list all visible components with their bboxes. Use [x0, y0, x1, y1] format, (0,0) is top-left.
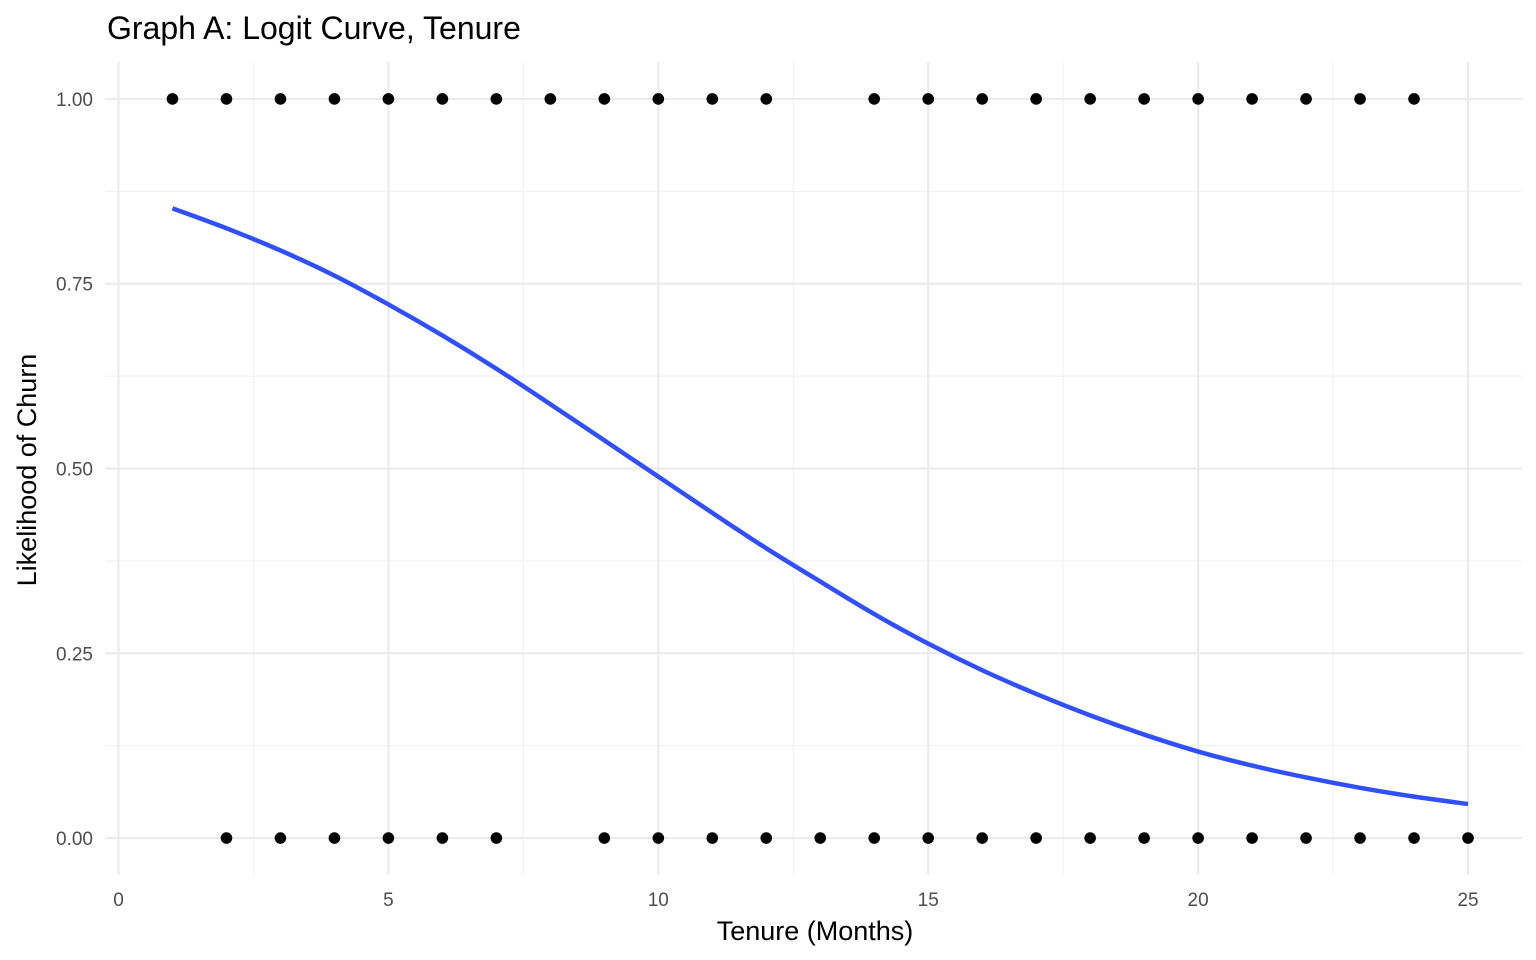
data-point: [1300, 832, 1312, 844]
data-point: [1408, 93, 1420, 105]
logit-curve-layer: [171, 206, 1469, 807]
data-point: [976, 93, 988, 105]
data-point: [220, 832, 233, 844]
data-point: [1138, 832, 1150, 844]
data-point: [760, 93, 773, 105]
data-point: [544, 93, 557, 105]
data-point: [166, 93, 179, 105]
data-point: [328, 93, 341, 105]
y-axis-ticks: 0.00 0.25 0.50 0.75 1.00: [56, 90, 93, 850]
data-point: [1084, 832, 1096, 844]
data-point: [1084, 93, 1096, 105]
data-point: [1192, 93, 1204, 105]
data-point: [1354, 832, 1366, 844]
data-point: [1192, 832, 1204, 844]
x-tick-label: 5: [383, 890, 394, 911]
y-axis-title: Likelihood of Churn: [12, 354, 42, 587]
data-point: [382, 832, 395, 844]
data-point: [436, 832, 449, 844]
data-point: [1030, 93, 1042, 105]
data-point: [274, 832, 287, 844]
data-point: [652, 832, 665, 844]
data-point: [976, 832, 988, 844]
data-point: [490, 93, 503, 105]
data-point: [1246, 93, 1258, 105]
data-point: [274, 93, 287, 105]
x-tick-label: 15: [918, 890, 939, 911]
data-point: [814, 832, 827, 844]
x-tick-label: 0: [113, 890, 124, 911]
data-point: [490, 832, 503, 844]
data-point: [220, 93, 233, 105]
data-point: [706, 93, 719, 105]
y-tick-label: 0.25: [56, 644, 93, 665]
data-point: [1246, 832, 1258, 844]
data-point: [760, 832, 773, 844]
data-point: [382, 93, 395, 105]
y-tick-label: 0.75: [56, 275, 93, 296]
data-point: [1138, 93, 1150, 105]
data-point: [1300, 93, 1312, 105]
data-point: [328, 832, 341, 844]
data-point: [1354, 93, 1366, 105]
data-point: [598, 93, 611, 105]
x-tick-label: 10: [648, 890, 669, 911]
data-points: [166, 93, 1474, 844]
data-point: [652, 93, 665, 105]
data-point: [922, 93, 935, 105]
data-point: [868, 832, 881, 844]
y-tick-label: 0.00: [56, 829, 93, 850]
y-tick-label: 0.50: [56, 460, 93, 481]
x-tick-label: 25: [1457, 890, 1478, 911]
data-point: [706, 832, 719, 844]
y-tick-label: 1.00: [56, 90, 93, 111]
data-point: [1408, 832, 1420, 844]
x-axis-title: Tenure (Months): [717, 916, 914, 946]
data-point: [598, 832, 611, 844]
data-point: [868, 93, 881, 105]
grid-lines: [105, 62, 1522, 875]
data-point: [922, 832, 935, 844]
data-point: [1030, 832, 1042, 844]
x-tick-label: 20: [1188, 890, 1209, 911]
data-point: [1462, 832, 1474, 844]
logit-curve: [171, 206, 1469, 807]
data-point: [436, 93, 449, 105]
x-axis-ticks: 0 5 10 15 20 25: [113, 890, 1478, 911]
chart-title: Graph A: Logit Curve, Tenure: [107, 10, 521, 46]
